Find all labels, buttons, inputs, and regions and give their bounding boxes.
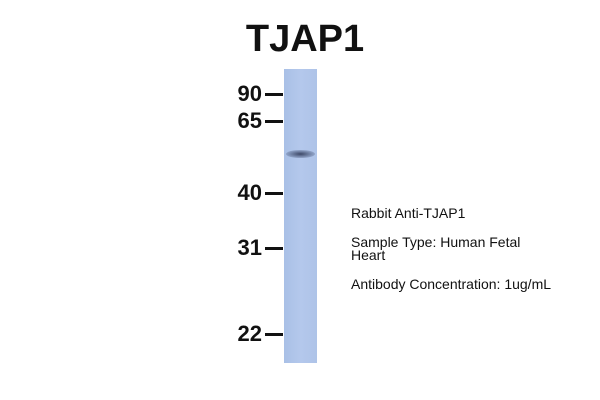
sample-type-text-2: Heart [351,247,386,263]
marker-40: 40 [226,181,286,205]
marker-label: 31 [237,235,262,260]
sample-type-text: Sample Type: Human Fetal [351,234,521,250]
marker-label: 22 [237,321,262,346]
concentration-text: Antibody Concentration: 1ug/mL [351,276,552,292]
marker-label: 90 [237,81,262,106]
marker-90: 90 [226,82,286,106]
marker-31: 31 [226,236,286,260]
marker-tick [265,247,283,250]
blot-lane [284,69,317,363]
marker-22: 22 [226,322,286,346]
blot-title: TJAP1 [245,18,365,60]
marker-tick [265,333,283,336]
marker-tick [265,93,283,96]
marker-label: 65 [237,108,262,133]
antibody-text: Rabbit Anti-TJAP1 [351,205,466,221]
marker-tick [265,120,283,123]
protein-band [286,150,315,158]
marker-label: 40 [237,180,262,205]
marker-65: 65 [226,109,286,133]
marker-tick [265,192,283,195]
